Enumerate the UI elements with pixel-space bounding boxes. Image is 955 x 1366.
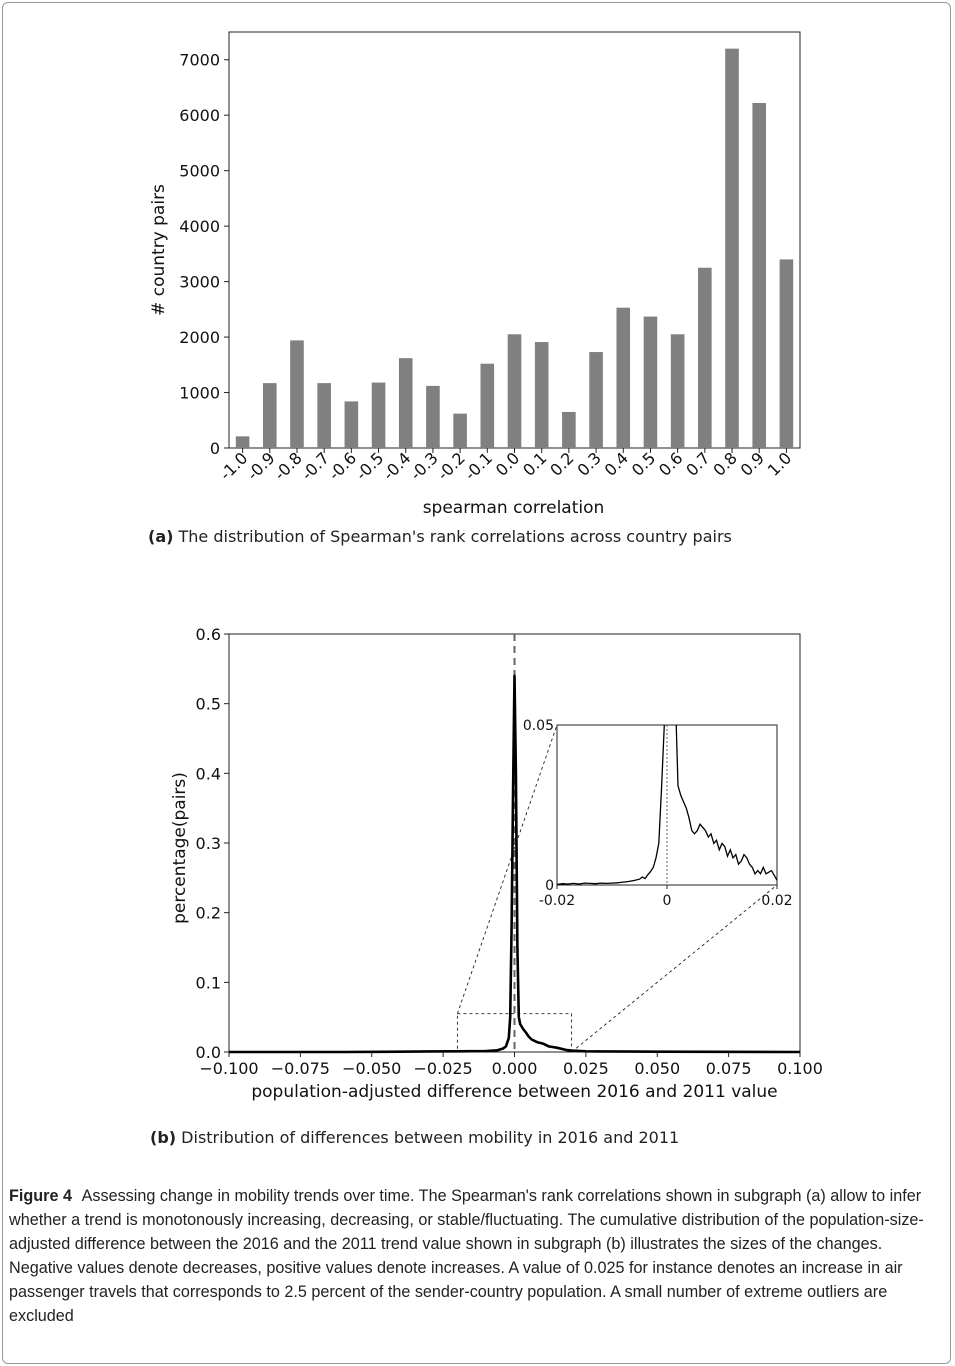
zoom-connector-line [456, 724, 558, 1014]
x-tick-label: 0.100 [777, 1059, 823, 1078]
inset-x-tick-label: 0.02 [761, 893, 792, 909]
bar [453, 413, 467, 448]
bar [589, 352, 603, 448]
distribution-line [229, 674, 801, 1054]
bar [317, 383, 331, 448]
y-tick-label: 0.2 [196, 904, 221, 923]
bar [290, 340, 304, 448]
subcaption-a-label: (a) [148, 527, 174, 546]
subcaption-b: (b) Distribution of differences between … [150, 1128, 679, 1147]
bar-chart-spearman: -1.0-0.9-0.8-0.7-0.6-0.5-0.4-0.3-0.2-0.1… [149, 31, 801, 518]
y-tick-label: 2000 [179, 328, 220, 347]
y-tick-label: 1000 [179, 384, 220, 403]
x-axis-label: spearman correlation [423, 498, 605, 518]
y-tick-label: 0.4 [196, 764, 221, 783]
y-axis-label: percentage(pairs) [170, 772, 190, 924]
bar [235, 436, 250, 448]
x-tick-label: 0.025 [563, 1059, 609, 1078]
bar [779, 259, 794, 448]
zoom-connector-line [571, 884, 778, 1053]
bar [344, 401, 359, 448]
subcaption-b-text: Distribution of differences between mobi… [181, 1128, 680, 1147]
bar [562, 411, 576, 448]
x-tick-label: 0.050 [634, 1059, 680, 1078]
bar [534, 342, 549, 448]
figure-caption-text: Assessing change in mobility trends over… [9, 1187, 924, 1325]
y-tick-label: 0.1 [196, 973, 221, 992]
bar [643, 316, 658, 448]
y-tick-label: 0.0 [196, 1043, 221, 1062]
y-tick-label: 0 [210, 439, 220, 458]
subcaption-b-label: (b) [150, 1128, 177, 1147]
x-tick-label: −0.075 [271, 1059, 330, 1078]
x-tick-label: −0.025 [414, 1059, 473, 1078]
y-tick-label: 4000 [179, 217, 220, 236]
bar [616, 307, 631, 448]
bar [725, 48, 739, 448]
inset-distribution-line [557, 725, 777, 885]
bar [507, 334, 522, 448]
y-axis-label: # country pairs [149, 184, 169, 316]
inset-x-tick-label: -0.02 [539, 893, 575, 909]
inset-y-tick-label: 0 [545, 878, 554, 894]
y-tick-label: 7000 [179, 51, 220, 70]
x-tick-label: −0.050 [342, 1059, 401, 1078]
bar [426, 385, 440, 448]
bar [698, 267, 712, 448]
x-tick-label: 0.000 [492, 1059, 538, 1078]
line-chart-differences: −0.100 −0.075 −0.050 −0.025 0.000 0.025 0.050 0… [170, 625, 823, 1102]
y-tick-label: 0.5 [196, 695, 221, 714]
y-tick-label: 6000 [179, 106, 220, 125]
bar [670, 334, 685, 448]
y-tick-label: 3000 [179, 273, 220, 292]
x-tick-label: 0.075 [706, 1059, 752, 1078]
bar [371, 382, 386, 448]
y-tick-label: 0.6 [196, 625, 221, 644]
x-tick-label: −0.100 [199, 1059, 258, 1078]
bar [752, 102, 767, 449]
inset-y-tick-label: 0.05 [523, 718, 554, 734]
y-tick-label: 0.3 [196, 834, 221, 853]
x-axis-label: population-adjusted difference between 2… [251, 1082, 777, 1102]
y-tick-label: 5000 [179, 162, 220, 181]
bar [398, 358, 413, 448]
figure-caption: Figure 4 Assessing change in mobility tr… [9, 1184, 947, 1328]
subcaption-a: (a) The distribution of Spearman's rank … [148, 527, 732, 546]
subcaption-a-text: The distribution of Spearman's rank corr… [178, 527, 732, 546]
bar [480, 363, 495, 448]
bar [262, 383, 277, 448]
zoom-region-box [456, 1013, 573, 1053]
figure-caption-label: Figure 4 [9, 1187, 72, 1205]
inset-x-tick-label: 0 [663, 893, 672, 909]
